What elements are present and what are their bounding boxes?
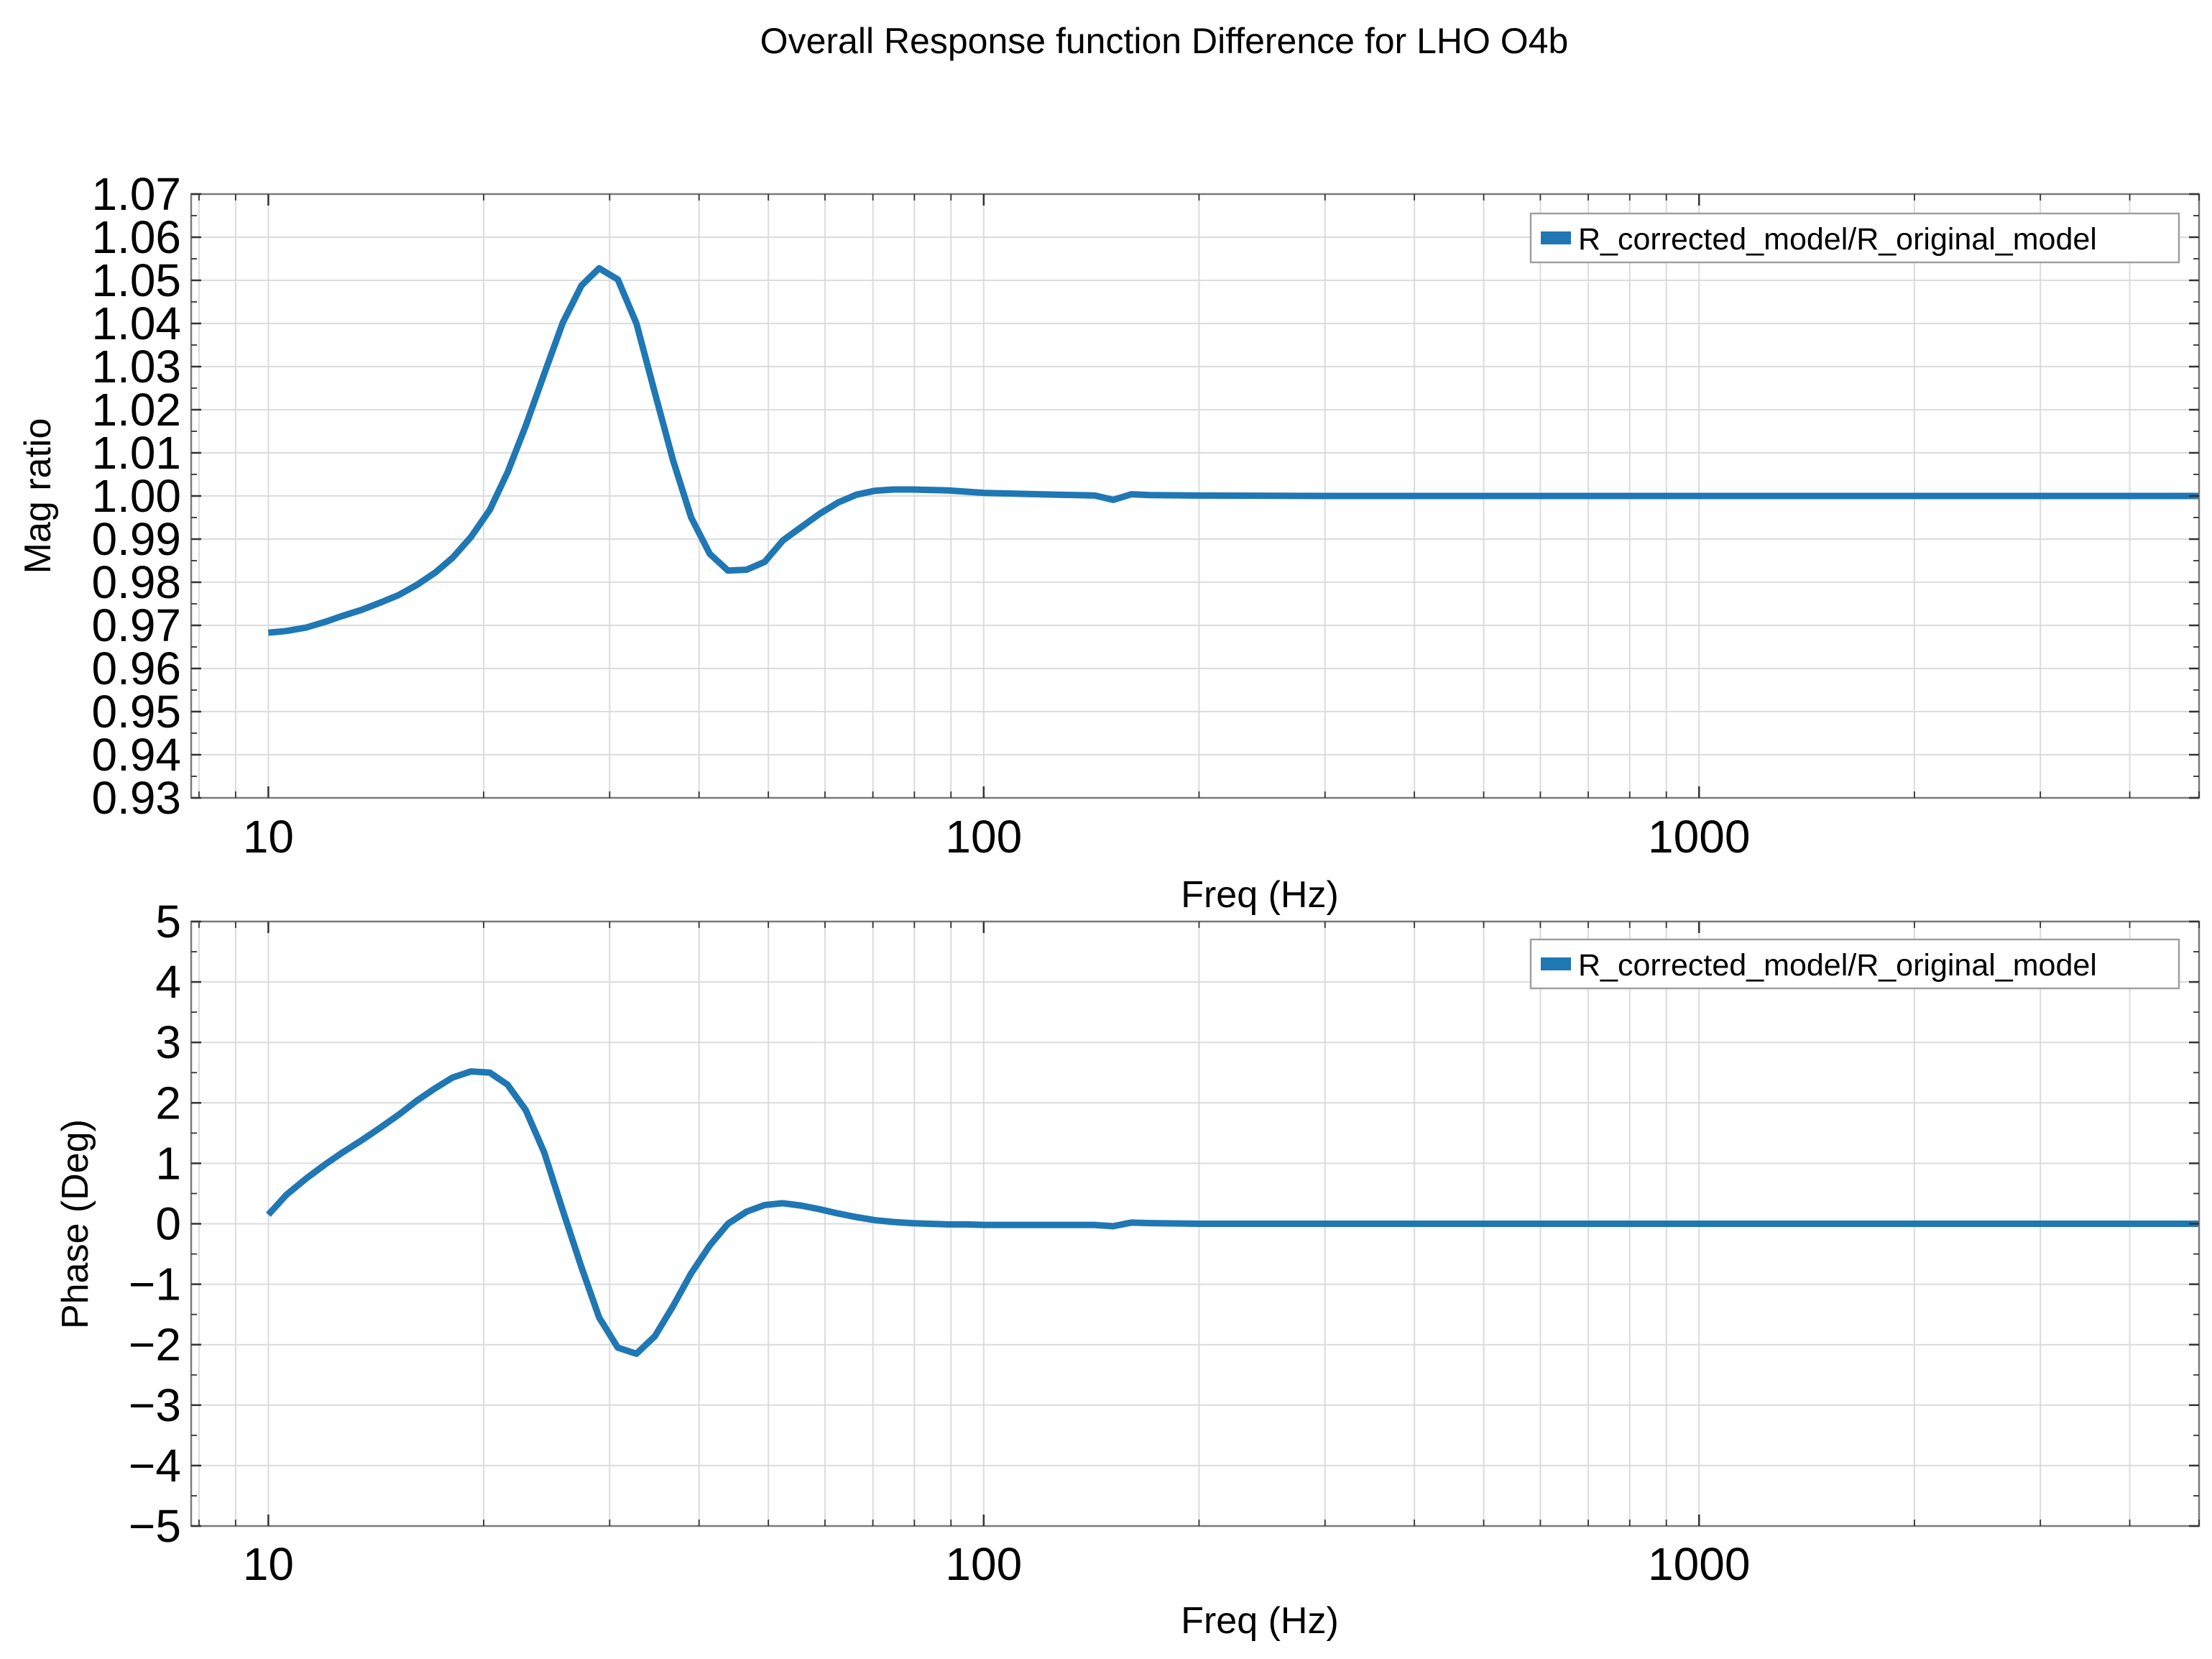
x-tick-label: 100 xyxy=(945,811,1022,863)
y-axis-label: Phase (Deg) xyxy=(55,1119,96,1329)
y-tick-label: 1 xyxy=(155,1137,181,1189)
legend-box xyxy=(1529,212,2180,264)
charts-container: 0.930.940.950.960.970.980.991.001.011.02… xyxy=(17,168,2201,1642)
y-tick-label: 1.07 xyxy=(91,168,181,220)
chart-panel-1: 0.930.940.950.960.970.980.991.001.011.02… xyxy=(17,168,2201,916)
y-tick-label: −5 xyxy=(129,1500,181,1552)
y-tick-label: 1.01 xyxy=(91,427,181,479)
legend-label: R_corrected_model/R_original_model xyxy=(1578,222,2097,257)
y-tick-label: 0.98 xyxy=(91,556,181,608)
legend-label: R_corrected_model/R_original_model xyxy=(1578,948,2097,983)
y-tick-label: 1.04 xyxy=(91,298,181,349)
x-axis-label: Freq (Hz) xyxy=(1181,874,1339,916)
y-axis-label: Mag ratio xyxy=(17,418,59,574)
legend: R_corrected_model/R_original_model xyxy=(1529,938,2180,990)
y-tick-label: 1.06 xyxy=(91,211,181,263)
y-tick-label: 0 xyxy=(155,1198,181,1250)
x-tick-label: 10 xyxy=(243,1538,294,1590)
legend: R_corrected_model/R_original_model xyxy=(1529,212,2180,264)
chart-panel-2: −5 −4 −3 −2 −1 0 1 2 3 4 5 10 100 1000 Freq (Hz) Phase … xyxy=(55,896,2201,1642)
y-tick-label: 1.00 xyxy=(91,470,181,522)
x-tick-label: 1000 xyxy=(1648,1538,1750,1590)
legend-swatch xyxy=(1541,231,1571,244)
y-tick-label: 1.02 xyxy=(91,384,181,436)
y-tick-label: 1.05 xyxy=(91,254,181,306)
series-line-1 xyxy=(267,265,2199,636)
y-tick-label: −3 xyxy=(129,1379,181,1431)
series-line-1 xyxy=(266,1068,2199,1357)
y-tick-label: 0.94 xyxy=(91,729,181,781)
y-tick-label: 5 xyxy=(155,896,181,947)
y-tick-label: −2 xyxy=(129,1319,181,1371)
legend-box xyxy=(1529,938,2180,990)
y-tick-label: −4 xyxy=(129,1440,181,1492)
y-tick-label: 0.97 xyxy=(91,599,181,651)
y-tick-label: 0.99 xyxy=(91,513,181,565)
x-tick-label: 100 xyxy=(945,1538,1022,1590)
y-tick-label: 0.96 xyxy=(91,643,181,694)
y-tick-label: 2 xyxy=(155,1077,181,1129)
y-tick-label: 1.03 xyxy=(91,341,181,392)
x-axis-label: Freq (Hz) xyxy=(1181,1600,1339,1642)
x-tick-label: 10 xyxy=(243,811,294,863)
y-tick-label: 3 xyxy=(155,1016,181,1068)
y-tick-label: −1 xyxy=(129,1259,181,1310)
figure-title: Overall Response function Difference for… xyxy=(760,21,1569,61)
y-tick-label: 0.95 xyxy=(91,686,181,737)
y-tick-label: 4 xyxy=(155,956,181,1008)
y-tick-label: 0.93 xyxy=(91,772,181,824)
legend-swatch xyxy=(1541,957,1571,970)
x-tick-label: 1000 xyxy=(1648,811,1750,863)
